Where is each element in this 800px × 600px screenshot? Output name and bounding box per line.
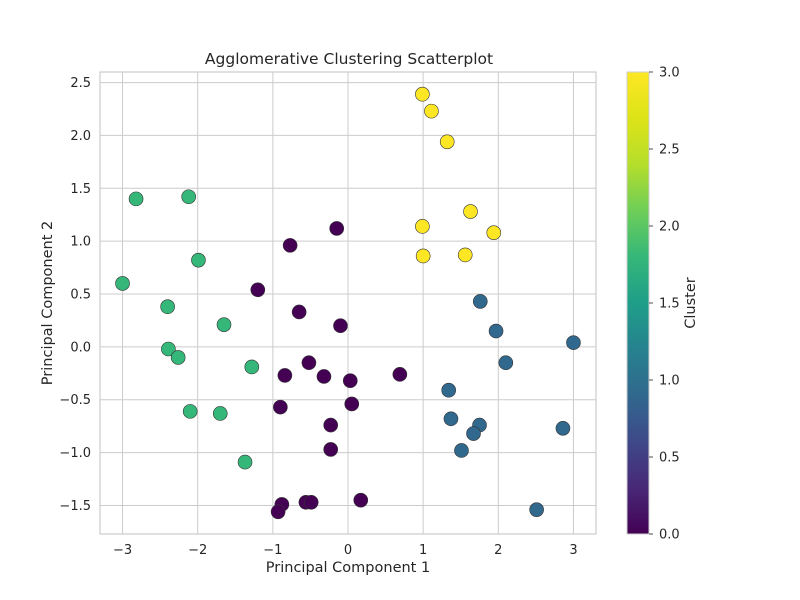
colorbar: 0.0 0.5 1.0 1.5 2.0 2.5 3.0 Cluster bbox=[626, 66, 699, 543]
data-point-cluster-0 bbox=[323, 417, 339, 433]
y-tick-label: 2.5 bbox=[70, 76, 91, 91]
y-tick-label: 0.5 bbox=[70, 288, 91, 303]
colorbar-ticks: 0.0 0.5 1.0 1.5 2.0 2.5 3.0 bbox=[649, 66, 680, 543]
data-point-cluster-2 bbox=[115, 276, 130, 291]
colorbar-tick-label: 1.5 bbox=[659, 297, 680, 312]
data-point-cluster-0 bbox=[353, 492, 369, 508]
x-axis-label: Principal Component 1 bbox=[266, 560, 430, 576]
data-point-cluster-0 bbox=[329, 221, 345, 236]
colorbar-tick-label: 2.5 bbox=[659, 143, 680, 158]
data-point-cluster-2 bbox=[244, 359, 260, 375]
data-point-cluster-3 bbox=[415, 248, 431, 264]
plot-frame bbox=[99, 71, 597, 535]
data-point-cluster-3 bbox=[439, 134, 455, 150]
colorbar-tick-label: 0.5 bbox=[659, 451, 680, 466]
data-point-cluster-2 bbox=[170, 350, 186, 365]
x-tick-label: 0 bbox=[344, 543, 352, 558]
data-point-cluster-0 bbox=[282, 238, 298, 253]
data-point-cluster-2 bbox=[161, 341, 176, 357]
data-point-cluster-1 bbox=[498, 355, 514, 371]
colorbar-tick-label: 3.0 bbox=[659, 66, 680, 81]
data-point-cluster-2 bbox=[160, 299, 175, 315]
data-point-cluster-1 bbox=[472, 294, 488, 309]
data-point-cluster-3 bbox=[415, 86, 430, 102]
data-point-cluster-0 bbox=[273, 399, 288, 415]
data-point-cluster-2 bbox=[181, 189, 196, 205]
data-point-cluster-2 bbox=[237, 454, 253, 470]
data-point-cluster-2 bbox=[182, 404, 198, 419]
data-point-cluster-0 bbox=[316, 369, 332, 384]
x-tick-label: 3 bbox=[569, 543, 577, 558]
data-point-cluster-1 bbox=[441, 382, 457, 398]
data-point-cluster-1 bbox=[566, 335, 581, 350]
x-tick-label: −1 bbox=[263, 543, 282, 558]
y-tick-label: 0.0 bbox=[70, 340, 91, 355]
y-axis-label: Principal Component 2 bbox=[40, 221, 56, 385]
data-point-cluster-3 bbox=[486, 225, 502, 240]
y-tick-label: 1.5 bbox=[70, 182, 91, 197]
data-point-cluster-0 bbox=[291, 304, 307, 320]
x-tick-label: 2 bbox=[494, 543, 502, 558]
data-point-cluster-1 bbox=[555, 420, 571, 436]
data-point-cluster-3 bbox=[424, 103, 439, 119]
data-point-cluster-2 bbox=[212, 406, 228, 421]
y-tick-label: −1.0 bbox=[59, 446, 91, 461]
colorbar-tick-label: 2.0 bbox=[659, 220, 680, 235]
y-tick-label: −1.5 bbox=[59, 499, 91, 514]
points-layer bbox=[115, 86, 581, 520]
data-point-cluster-0 bbox=[250, 282, 266, 298]
y-axis-ticks: −1.5 −1.0 −0.5 0.0 0.5 1.0 1.5 2.0 2.5 bbox=[59, 76, 91, 514]
data-point-cluster-3 bbox=[457, 247, 473, 263]
data-point-cluster-0 bbox=[392, 367, 408, 382]
y-tick-label: −0.5 bbox=[59, 393, 91, 408]
x-tick-label: −2 bbox=[188, 543, 207, 558]
data-point-cluster-0 bbox=[277, 368, 293, 383]
x-tick-label: −3 bbox=[113, 543, 132, 558]
y-tick-label: 2.0 bbox=[70, 129, 91, 144]
data-point-cluster-0 bbox=[270, 504, 286, 520]
data-point-cluster-3 bbox=[415, 219, 430, 234]
data-point-cluster-0 bbox=[344, 396, 360, 412]
colorbar-gradient bbox=[626, 71, 650, 535]
data-point-cluster-0 bbox=[342, 373, 358, 389]
data-point-cluster-1 bbox=[443, 411, 459, 427]
x-tick-label: 1 bbox=[419, 543, 427, 558]
y-tick-label: 1.0 bbox=[70, 235, 91, 250]
colorbar-tick-label: 1.0 bbox=[659, 374, 680, 389]
data-point-cluster-1 bbox=[454, 443, 469, 458]
data-point-cluster-0 bbox=[301, 355, 317, 371]
data-point-cluster-2 bbox=[128, 191, 144, 207]
colorbar-tick-label: 0.0 bbox=[659, 528, 680, 543]
data-point-cluster-0 bbox=[333, 318, 348, 334]
chart-title: Agglomerative Clustering Scatterplot bbox=[205, 50, 493, 68]
data-point-cluster-1 bbox=[488, 323, 504, 339]
plot-area bbox=[99, 71, 597, 535]
x-axis-ticks: −3 −2 −1 0 1 2 3 bbox=[113, 543, 578, 558]
data-point-cluster-0 bbox=[303, 494, 319, 510]
data-point-cluster-0 bbox=[323, 442, 339, 457]
data-point-cluster-2 bbox=[216, 317, 232, 332]
data-point-cluster-2 bbox=[191, 252, 206, 268]
colorbar-label: Cluster bbox=[683, 277, 699, 329]
data-point-cluster-3 bbox=[463, 204, 478, 219]
data-point-cluster-1 bbox=[466, 426, 481, 441]
data-point-cluster-1 bbox=[529, 502, 544, 517]
